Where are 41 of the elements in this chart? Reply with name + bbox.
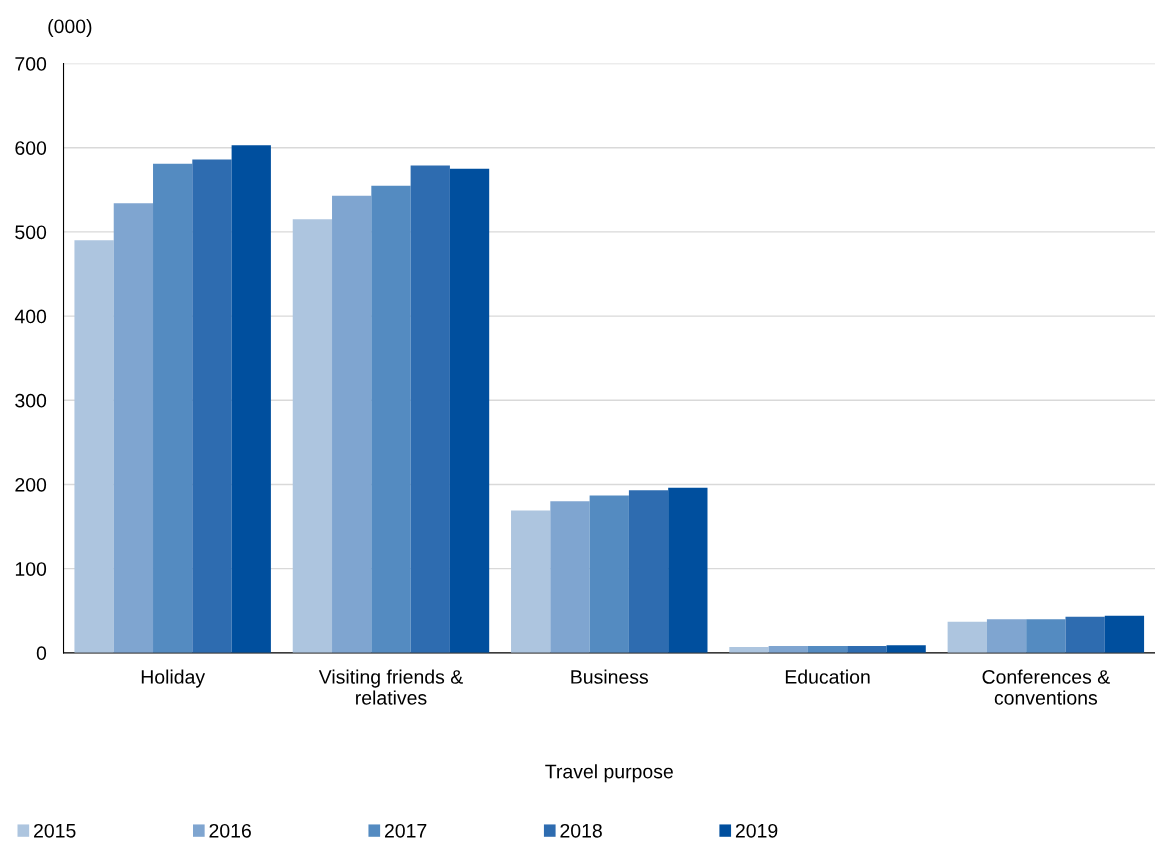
y-tick-label: 500 xyxy=(15,225,47,240)
y-tick-label: 400 xyxy=(14,309,47,324)
bar xyxy=(1026,619,1066,653)
legend-label: 2016 xyxy=(209,823,251,838)
bar xyxy=(1104,615,1145,653)
x-tick-label: Visiting friends & relatives xyxy=(318,669,463,705)
bar xyxy=(449,168,490,653)
y-tick-label: 600 xyxy=(15,141,47,155)
bar xyxy=(628,490,669,653)
legend-label: 2017 xyxy=(384,823,427,838)
bar xyxy=(332,195,372,653)
x-tick-label: Conferences & conventions xyxy=(982,669,1110,705)
legend-label: 2018 xyxy=(560,823,602,838)
bar xyxy=(589,495,629,653)
bar xyxy=(231,145,271,653)
x-tick-label: Education xyxy=(785,669,870,684)
bar xyxy=(886,645,926,653)
x-tick-label: Holiday xyxy=(141,669,206,688)
bar xyxy=(113,203,154,653)
bar xyxy=(947,621,987,653)
y-tick-label: 100 xyxy=(15,562,47,576)
bar xyxy=(153,163,193,653)
bar xyxy=(550,501,590,653)
y-axis-title: (000) xyxy=(48,18,92,38)
y-tick-label: 200 xyxy=(15,477,47,492)
y-tick-label: 300 xyxy=(15,393,47,408)
bar xyxy=(292,219,333,653)
bar xyxy=(410,165,450,653)
bar xyxy=(986,619,1027,653)
legend-label: 2015 xyxy=(34,823,76,838)
bar xyxy=(511,510,551,653)
bar xyxy=(192,159,232,653)
bar xyxy=(371,185,411,653)
bar xyxy=(668,487,708,653)
bar xyxy=(74,240,114,653)
y-tick-label: 700 xyxy=(15,57,47,71)
legend-label: 2019 xyxy=(735,823,778,838)
x-axis-title: Travel purpose xyxy=(545,764,673,783)
x-tick-label: Business xyxy=(571,669,649,684)
bar xyxy=(1065,616,1105,653)
y-tick-label: 0 xyxy=(36,646,47,661)
